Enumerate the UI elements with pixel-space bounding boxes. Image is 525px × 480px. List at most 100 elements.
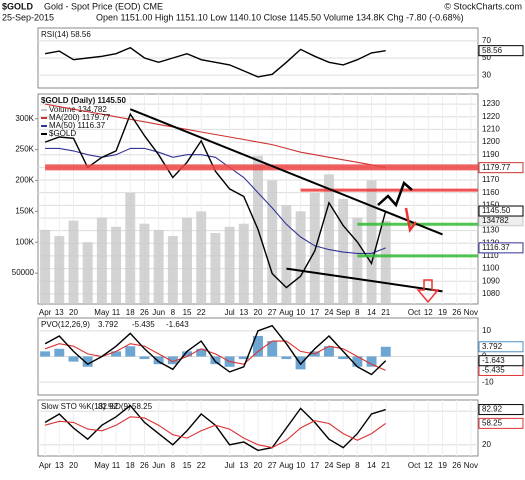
y-tick-label: 1160 — [482, 188, 500, 197]
y-tick-label: 1110 — [482, 251, 499, 260]
x-tick-label: 22 — [197, 461, 206, 470]
drawn-shape — [377, 180, 413, 208]
series-line — [44, 112, 387, 289]
y-tick-label: 50 — [482, 53, 491, 62]
end-label: 58.56 — [482, 46, 503, 55]
x-tick-label: 26 — [140, 308, 149, 317]
symbol: $GOLD — [2, 1, 34, 11]
credit: © StockCharts.com — [444, 1, 522, 11]
x-tick-label: 8 — [355, 461, 360, 470]
drawn-arrow — [404, 207, 417, 234]
series-line — [44, 416, 387, 449]
end-label: 1116.37 — [482, 243, 510, 252]
y2-tick-label: 200K — [15, 176, 34, 185]
bar — [267, 180, 278, 304]
x-tick-label: 8 — [355, 308, 360, 317]
y-tick-label: -10 — [482, 377, 494, 386]
legend-entry: MA(200) 1179.77 — [49, 113, 111, 122]
bar — [253, 335, 263, 357]
x-tick-label: 13 — [55, 308, 64, 317]
series-line — [44, 324, 387, 376]
bar — [224, 226, 235, 304]
y-tick-label: 1210 — [482, 125, 500, 134]
trend-line — [286, 267, 443, 293]
panel-title: PVO(12,26,9) — [41, 320, 90, 329]
y-tick-label: 1150 — [482, 200, 500, 209]
x-tick-label: Jul — [224, 461, 234, 470]
bar — [139, 356, 150, 360]
x-tick-label: 20 — [69, 461, 78, 470]
x-tick-label: 19 — [438, 461, 447, 470]
bar — [68, 220, 79, 304]
bar — [125, 346, 136, 357]
panel-title: Slow STO %K(13) %D(9) — [41, 402, 131, 411]
x-tick-label: Aug — [279, 461, 293, 470]
x-tick-label: 8 — [171, 461, 176, 470]
panel-title: RSI(14) 58.56 — [41, 30, 91, 39]
bar — [54, 236, 65, 304]
x-tick-label: 18 — [126, 308, 135, 317]
x-tick-label: Oct — [408, 308, 421, 317]
x-tick-label: Sep — [336, 461, 351, 470]
x-tick-label: Jun — [152, 308, 165, 317]
bar — [281, 356, 292, 360]
bar — [111, 351, 122, 357]
legend-entry: 3.792 — [98, 320, 119, 329]
bar — [196, 348, 207, 357]
x-tick-label: May — [94, 308, 109, 317]
end-label-box — [478, 341, 524, 353]
series-line — [44, 46, 386, 78]
bar — [281, 205, 292, 304]
x-tick-label: 13 — [55, 461, 64, 470]
x-tick-label: 14 — [367, 308, 376, 317]
end-label: 1179.77 — [482, 163, 511, 172]
bar — [153, 229, 164, 304]
y-tick-label: 30 — [482, 70, 491, 79]
y-tick-label: 1130 — [482, 226, 500, 235]
bar — [196, 211, 207, 304]
bar — [352, 356, 363, 367]
bar — [139, 223, 150, 304]
bar — [238, 223, 249, 304]
end-label: 134782 — [482, 216, 509, 225]
x-tick-label: 20 — [254, 308, 263, 317]
y-tick-label: 1230 — [482, 99, 500, 108]
bar — [380, 220, 391, 304]
x-tick-label: 18 — [126, 461, 135, 470]
end-label-box — [478, 45, 524, 57]
bar — [54, 348, 65, 357]
end-label: 58.25 — [482, 418, 503, 427]
x-tick-label: 24 — [325, 461, 334, 470]
bar — [40, 351, 51, 357]
y-tick-label: 20 — [482, 440, 491, 449]
x-tick-label: 15 — [183, 308, 192, 317]
x-tick-label: 21 — [381, 461, 390, 470]
legend-entry: -1.643 — [166, 320, 189, 329]
date: 25-Sep-2015 — [2, 12, 54, 22]
x-tick-label: 26 — [452, 461, 461, 470]
x-tick-label: 26 — [452, 308, 461, 317]
bar — [210, 356, 221, 365]
y-tick-label: 1100 — [482, 264, 500, 273]
legend-entry: 82.92 — [98, 402, 119, 411]
bar — [40, 229, 51, 304]
bar — [352, 217, 363, 304]
x-tick-label: 27 — [268, 461, 277, 470]
y2-tick-label: 150K — [15, 206, 34, 215]
bar — [96, 217, 107, 304]
bar — [295, 356, 306, 370]
x-tick-label: Jun — [152, 461, 165, 470]
end-label: -1.643 — [482, 356, 505, 365]
down-arrow — [416, 279, 440, 304]
legend-entry: MA(50) 1116.37 — [49, 121, 106, 130]
x-tick-label: 21 — [381, 308, 390, 317]
x-tick-label: 13 — [239, 308, 248, 317]
bar — [182, 217, 192, 304]
legend-entry: $GOLD — [49, 129, 76, 138]
bar — [82, 242, 93, 304]
bar — [366, 356, 377, 367]
bar — [338, 356, 349, 360]
y-tick-label: 1170 — [482, 175, 500, 184]
